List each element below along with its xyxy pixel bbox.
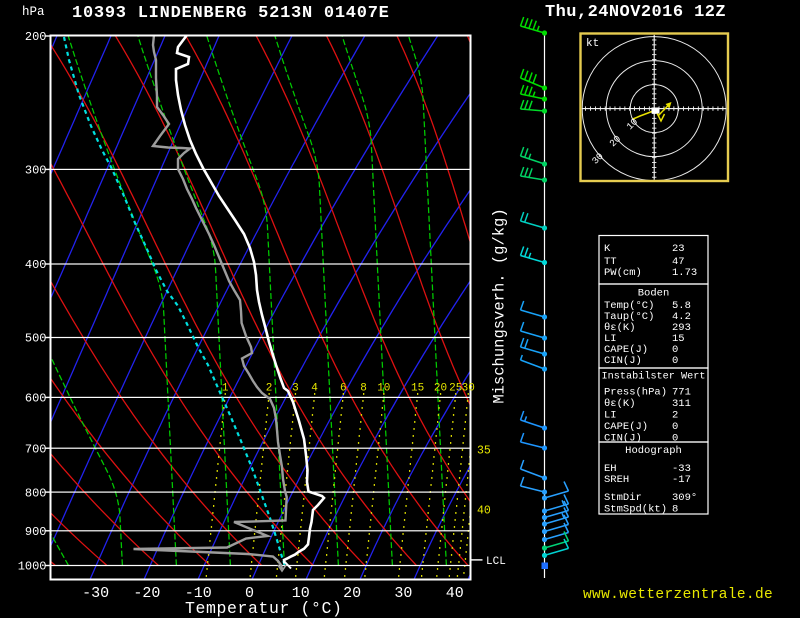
- svg-text:600: 600: [25, 392, 47, 406]
- svg-text:Temperatur (°C): Temperatur (°C): [185, 599, 343, 618]
- svg-text:35: 35: [477, 445, 491, 458]
- svg-text:Instabilster Wert: Instabilster Wert: [602, 371, 706, 383]
- svg-text:15: 15: [411, 383, 424, 395]
- svg-text:Press(hPa): Press(hPa): [604, 387, 667, 399]
- svg-text:0: 0: [672, 433, 678, 445]
- svg-text:5.8: 5.8: [672, 300, 691, 312]
- svg-text:-20: -20: [133, 585, 160, 602]
- svg-text:hPa: hPa: [22, 5, 45, 19]
- svg-text:CIN(J): CIN(J): [604, 355, 642, 367]
- svg-text:LI: LI: [604, 410, 617, 422]
- svg-text:47: 47: [672, 256, 685, 268]
- svg-text:10: 10: [292, 585, 310, 602]
- svg-text:-33: -33: [672, 463, 691, 475]
- svg-text:SREH: SREH: [604, 474, 629, 486]
- svg-text:293: 293: [672, 322, 691, 334]
- svg-text:Temp(°C): Temp(°C): [604, 300, 654, 312]
- svg-text:PW(cm): PW(cm): [604, 267, 642, 279]
- svg-text:309°: 309°: [672, 492, 697, 504]
- svg-text:4: 4: [311, 383, 318, 395]
- svg-text:Mischungsverh. (g/kg): Mischungsverh. (g/kg): [491, 208, 509, 403]
- svg-text:30: 30: [462, 383, 475, 395]
- svg-text:10393 LINDENBERG 5213N 01407E: 10393 LINDENBERG 5213N 01407E: [72, 4, 390, 23]
- svg-text:2: 2: [672, 410, 678, 422]
- svg-text:Taup(°C): Taup(°C): [604, 311, 654, 323]
- svg-text:StmSpd(kt): StmSpd(kt): [604, 504, 667, 516]
- svg-text:-10: -10: [185, 585, 212, 602]
- svg-text:40: 40: [446, 585, 464, 602]
- svg-text:CAPE(J): CAPE(J): [604, 344, 648, 356]
- svg-text:4.2: 4.2: [672, 311, 691, 323]
- svg-text:800: 800: [25, 486, 47, 500]
- svg-text:23: 23: [672, 243, 685, 255]
- svg-text:θε(K): θε(K): [604, 398, 636, 410]
- svg-text:300: 300: [25, 164, 47, 178]
- svg-text:Thu,24NOV2016 12Z: Thu,24NOV2016 12Z: [545, 3, 726, 22]
- svg-text:8: 8: [672, 504, 678, 516]
- svg-text:6: 6: [340, 383, 347, 395]
- svg-text:StmDir: StmDir: [604, 492, 642, 504]
- svg-text:311: 311: [672, 398, 691, 410]
- svg-text:15: 15: [672, 333, 685, 345]
- svg-text:kt: kt: [586, 38, 599, 50]
- svg-text:200: 200: [25, 30, 47, 44]
- svg-text:30: 30: [394, 585, 412, 602]
- svg-text:25: 25: [449, 383, 462, 395]
- svg-text:CIN(J): CIN(J): [604, 433, 642, 445]
- svg-text:-17: -17: [672, 474, 691, 486]
- svg-text:3: 3: [292, 383, 299, 395]
- svg-text:Boden: Boden: [638, 288, 670, 300]
- svg-text:10: 10: [377, 383, 390, 395]
- svg-text:0: 0: [672, 344, 678, 356]
- svg-text:771: 771: [672, 387, 691, 399]
- svg-text:CAPE(J): CAPE(J): [604, 421, 648, 433]
- svg-text:1: 1: [222, 383, 229, 395]
- svg-text:1.73: 1.73: [672, 267, 697, 279]
- svg-text:LI: LI: [604, 333, 617, 345]
- svg-text:20: 20: [343, 585, 361, 602]
- svg-text:EH: EH: [604, 463, 617, 475]
- svg-text:2: 2: [266, 383, 273, 395]
- svg-text:LCL: LCL: [486, 556, 506, 568]
- svg-text:θε(K): θε(K): [604, 322, 636, 334]
- svg-text:8: 8: [360, 383, 367, 395]
- svg-text:700: 700: [25, 442, 47, 456]
- svg-text:400: 400: [25, 258, 47, 272]
- svg-text:500: 500: [25, 332, 47, 346]
- svg-text:Hodograph: Hodograph: [625, 445, 682, 457]
- svg-text:40: 40: [477, 505, 491, 518]
- svg-text:900: 900: [25, 525, 47, 539]
- svg-text:0: 0: [672, 355, 678, 367]
- svg-text:www.wetterzentrale.de: www.wetterzentrale.de: [583, 587, 773, 603]
- svg-text:1000: 1000: [18, 560, 47, 574]
- svg-text:TT: TT: [604, 256, 617, 268]
- svg-text:-30: -30: [82, 585, 109, 602]
- svg-text:0: 0: [672, 421, 678, 433]
- svg-text:0: 0: [245, 585, 254, 602]
- svg-text:20: 20: [434, 383, 447, 395]
- svg-text:K: K: [604, 243, 611, 255]
